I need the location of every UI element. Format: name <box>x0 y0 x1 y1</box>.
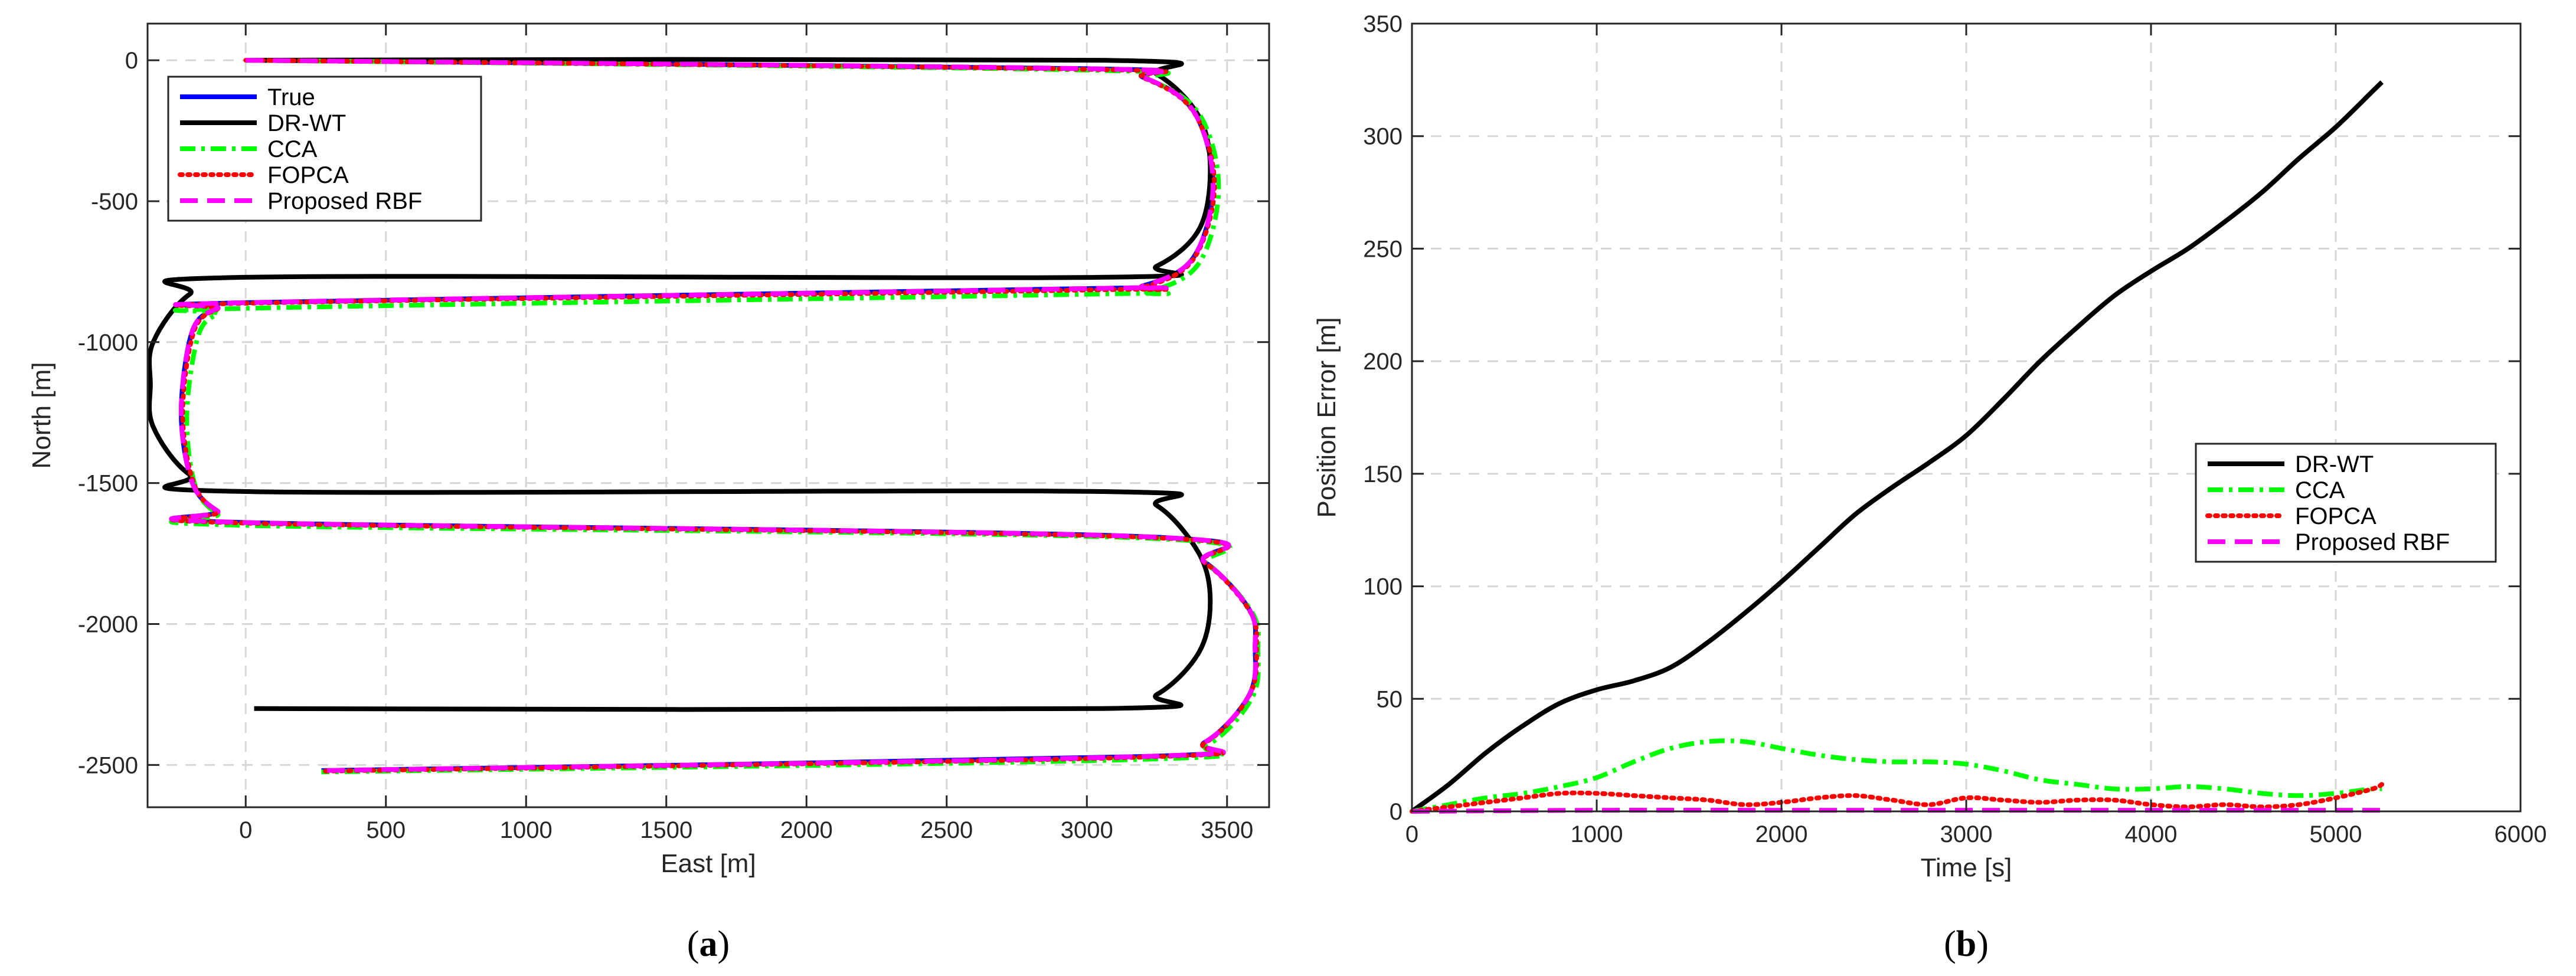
y-tick-label: 100 <box>1363 574 1403 600</box>
x-tick-label: 2000 <box>780 817 833 843</box>
legend-label: FOPCA <box>2295 503 2376 529</box>
series-line-b-dr-wt <box>1410 80 2384 814</box>
x-tick-label: 500 <box>366 817 406 843</box>
y-tick-label: -2000 <box>78 611 138 637</box>
x-tick-label: 0 <box>1405 821 1418 847</box>
series-line-a-proposed-rbf <box>169 58 1258 773</box>
legend-label: CCA <box>267 136 318 162</box>
x-tick-label: 0 <box>239 817 252 843</box>
x-tick-label: 6000 <box>2495 821 2547 847</box>
y-tick-label: -2500 <box>78 752 138 778</box>
y-tick-label: 0 <box>1390 799 1403 825</box>
x-tick-label: 1000 <box>500 817 553 843</box>
y-tick-label: -1000 <box>78 330 138 356</box>
y-tick-label: 0 <box>125 48 138 74</box>
y-tick-label: 300 <box>1363 124 1403 150</box>
grid-b <box>1412 24 2521 811</box>
x-tick-label: 2500 <box>920 817 973 843</box>
series-line-b-proposed-rbf <box>1411 807 2382 814</box>
x-tick-label: 3500 <box>1201 817 1253 843</box>
x-tick-label: 4000 <box>2125 821 2178 847</box>
legend-label: CCA <box>2295 477 2345 503</box>
y-tick-label: 200 <box>1363 349 1403 375</box>
y-tick-label: 150 <box>1363 461 1403 487</box>
legend-label: Proposed RBF <box>2295 529 2450 555</box>
y-tick-label: 250 <box>1363 236 1403 262</box>
series-line-a-cca <box>169 58 1261 775</box>
x-tick-label: 3000 <box>1061 817 1113 843</box>
legend-label: FOPCA <box>267 162 349 188</box>
y-tick-label: 50 <box>1377 686 1403 712</box>
x-tick-label: 1000 <box>1571 821 1623 847</box>
legend-label: DR-WT <box>2295 451 2374 477</box>
axes-box-a <box>146 22 1270 808</box>
figure-caption-a: (a) <box>687 924 730 964</box>
y-tick-label: -500 <box>91 189 138 215</box>
y-tick-label: -1500 <box>78 471 138 497</box>
x-tick-label: 3000 <box>1940 821 1993 847</box>
series-line-b-cca <box>1411 738 2382 814</box>
legend-label: Proposed RBF <box>267 188 422 214</box>
x-tick-label: 5000 <box>2310 821 2362 847</box>
legend-label: DR-WT <box>267 110 346 136</box>
figure-caption-b: (b) <box>1944 924 1989 964</box>
x-axis-label: Time [s] <box>1921 853 2012 882</box>
y-tick-label: 350 <box>1363 11 1403 37</box>
x-axis-label: East [m] <box>661 849 756 878</box>
plot-area-b <box>1412 24 2521 811</box>
series-line-b-fopca <box>1410 782 2385 814</box>
x-tick-label: 2000 <box>1756 821 1808 847</box>
x-tick-label: 1500 <box>640 817 692 843</box>
y-axis-label: North [m] <box>27 362 56 469</box>
y-axis-label: Position Error [m] <box>1312 317 1341 518</box>
legend-label: True <box>267 84 315 110</box>
